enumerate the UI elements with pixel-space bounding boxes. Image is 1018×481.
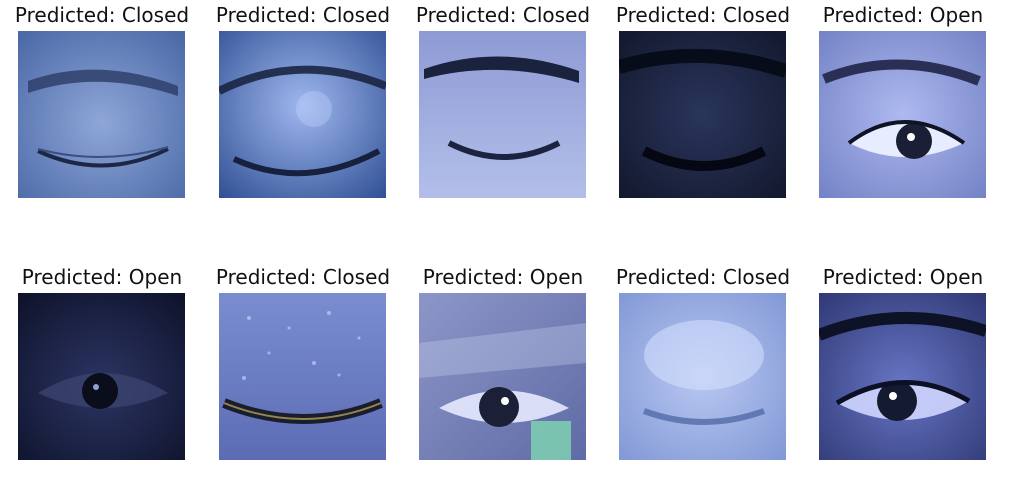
panel-title: Predicted: Closed [415, 3, 591, 27]
eye-image [819, 31, 986, 198]
eye-image [18, 31, 185, 198]
panel-title: Predicted: Open [21, 265, 183, 289]
panel-1: Predicted: Closed [2, 0, 202, 210]
eye-image [219, 31, 386, 198]
panel-9: Predicted: Closed [603, 262, 803, 472]
panel-8: Predicted: Open [403, 262, 603, 472]
panel-4: Predicted: Closed [603, 0, 803, 210]
panel-title: Predicted: Open [422, 265, 584, 289]
panel-title: Predicted: Closed [215, 3, 391, 27]
panel-title: Predicted: Open [822, 3, 984, 27]
eye-image [419, 31, 586, 198]
eye-image [219, 293, 386, 460]
eye-image [18, 293, 185, 460]
panel-title: Predicted: Closed [615, 3, 791, 27]
panel-7: Predicted: Closed [203, 262, 403, 472]
eye-image [619, 31, 786, 198]
eye-image [419, 293, 586, 460]
panel-title: Predicted: Closed [14, 3, 190, 27]
panel-5: Predicted: Open [803, 0, 1003, 210]
panel-6: Predicted: Open [2, 262, 202, 472]
panel-10: Predicted: Open [803, 262, 1003, 472]
panel-title: Predicted: Open [822, 265, 984, 289]
panel-title: Predicted: Closed [215, 265, 391, 289]
panel-2: Predicted: Closed [203, 0, 403, 210]
panel-title: Predicted: Closed [615, 265, 791, 289]
eye-image [619, 293, 786, 460]
panel-3: Predicted: Closed [403, 0, 603, 210]
eye-image [819, 293, 986, 460]
